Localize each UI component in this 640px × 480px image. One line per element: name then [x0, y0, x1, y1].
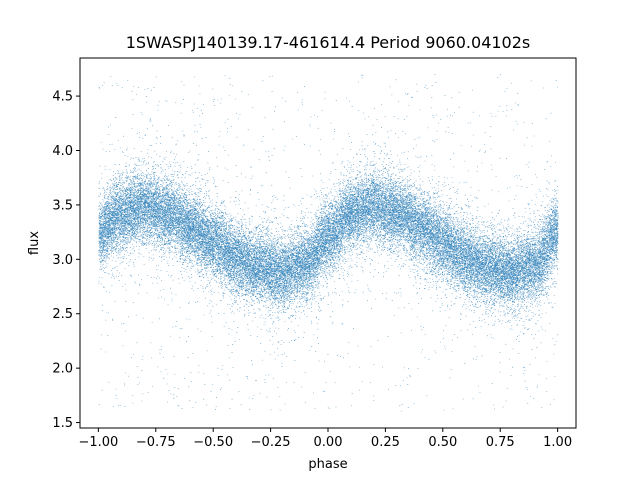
y-tick-label: 3.5	[52, 198, 73, 213]
chart-title: 1SWASPJ140139.17-461614.4 Period 9060.04…	[126, 33, 531, 52]
data-points	[98, 74, 559, 412]
y-tick-label: 3.0	[52, 253, 73, 268]
scatter-points	[98, 74, 559, 412]
x-tick-label: 0.25	[371, 435, 400, 450]
y-tick-label: 4.5	[52, 90, 73, 105]
y-axis-ticks: 1.5 2.0 2.5 3.0 3.5 4.0 4.5	[52, 90, 80, 431]
y-tick-label: 4.0	[52, 144, 73, 159]
x-axis-label: phase	[308, 457, 347, 472]
x-tick-label: 1.00	[543, 435, 572, 450]
y-tick-label: 2.0	[52, 362, 73, 377]
x-tick-label: 0.00	[314, 435, 343, 450]
x-tick-label: −0.50	[193, 435, 233, 450]
y-tick-label: 1.5	[52, 416, 73, 431]
x-tick-label: 0.50	[428, 435, 457, 450]
x-tick-label: −0.25	[251, 435, 291, 450]
x-tick-label: −1.00	[78, 435, 118, 450]
y-axis-label: flux	[27, 231, 42, 255]
y-tick-label: 2.5	[52, 307, 73, 322]
x-tick-label: −0.75	[136, 435, 176, 450]
x-axis-ticks: −1.00 −0.75 −0.50 −0.25 0.00 0.25 0.50 0.75 1.00	[78, 428, 572, 450]
x-tick-label: 0.75	[486, 435, 515, 450]
